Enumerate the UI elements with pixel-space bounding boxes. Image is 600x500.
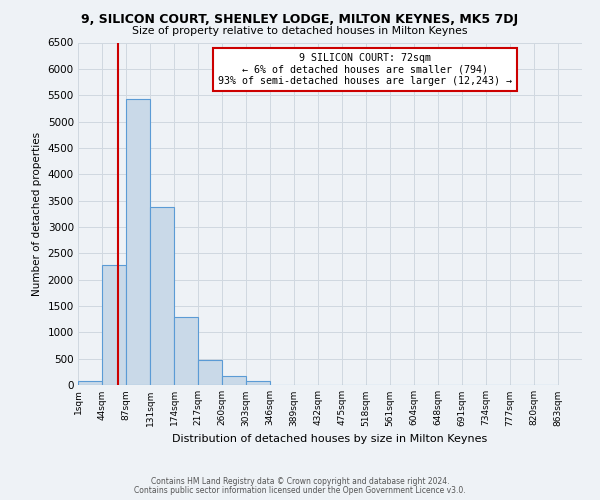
Bar (246, 382, 270, 385)
Text: Contains public sector information licensed under the Open Government Licence v3: Contains public sector information licen… (134, 486, 466, 495)
Bar (198, 360, 222, 385)
Text: 9, SILICON COURT, SHENLEY LODGE, MILTON KEYNES, MK5 7DJ: 9, SILICON COURT, SHENLEY LODGE, MILTON … (82, 12, 518, 26)
Bar (222, 376, 246, 385)
Y-axis label: Number of detached properties: Number of detached properties (32, 132, 42, 296)
Text: 9 SILICON COURT: 72sqm
← 6% of detached houses are smaller (794)
93% of semi-det: 9 SILICON COURT: 72sqm ← 6% of detached … (218, 53, 512, 86)
Text: Contains HM Land Registry data © Crown copyright and database right 2024.: Contains HM Land Registry data © Crown c… (151, 477, 449, 486)
Bar (174, 316, 198, 385)
Bar (150, 207, 174, 385)
Text: Size of property relative to detached houses in Milton Keynes: Size of property relative to detached ho… (132, 26, 468, 36)
Bar (102, 266, 126, 385)
Bar (78, 382, 102, 385)
Bar (126, 99, 150, 385)
X-axis label: Distribution of detached houses by size in Milton Keynes: Distribution of detached houses by size … (172, 434, 488, 444)
